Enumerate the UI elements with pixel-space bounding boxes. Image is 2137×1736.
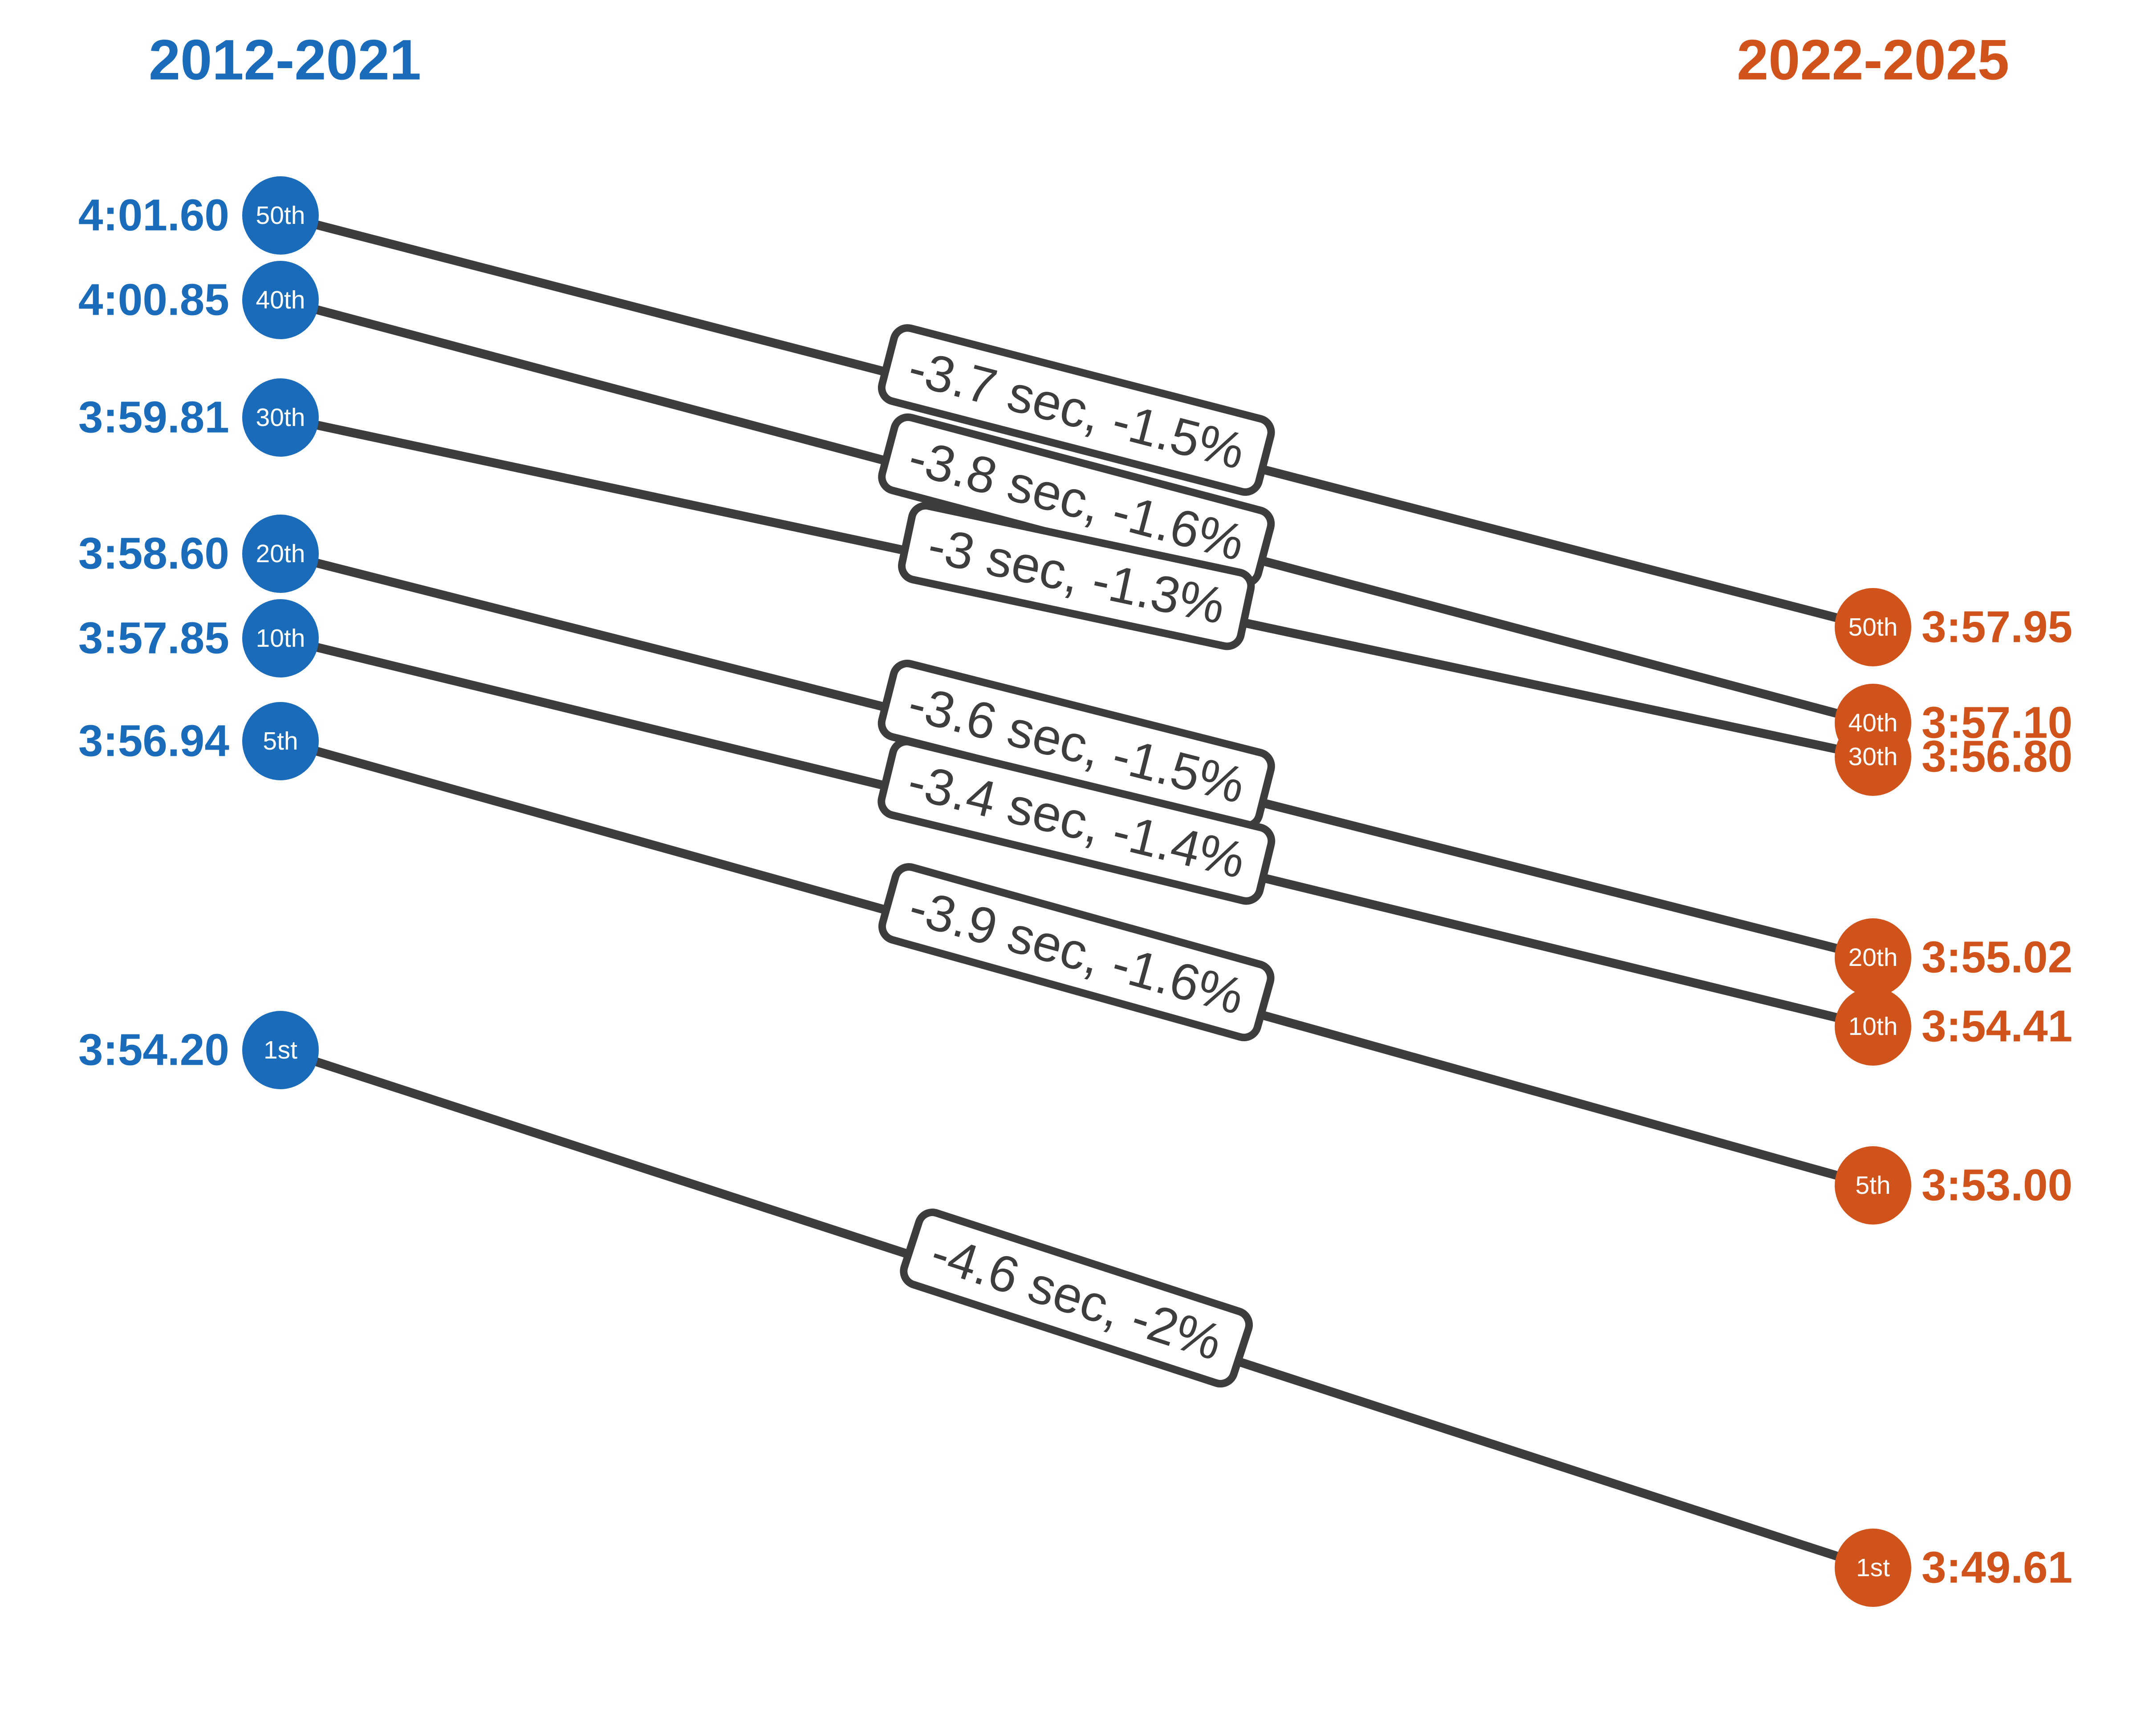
before-time-50th: 4:01.60: [78, 190, 229, 240]
after-time-1st: 3:49.61: [1922, 1542, 2073, 1593]
before-time-20th: 3:58.60: [78, 528, 229, 579]
after-node-30th: [1835, 718, 1911, 796]
before-node-10th: [242, 599, 319, 678]
after-node-percentile-30th: 30th: [1848, 742, 1898, 771]
after-node-percentile-50th: 50th: [1848, 612, 1898, 641]
after-time-10th: 3:54.41: [1922, 1001, 2073, 1051]
before-node-percentile-10th: 10th: [256, 624, 305, 653]
before-node-50th: [242, 176, 319, 255]
before-node-percentile-5th: 5th: [263, 726, 298, 755]
after-node-10th: [1835, 987, 1911, 1066]
after-time-30th: 3:56.80: [1922, 731, 2073, 782]
after-node-50th: [1835, 588, 1911, 666]
before-node-percentile-30th: 30th: [256, 403, 305, 432]
before-time-5th: 3:56.94: [78, 716, 229, 766]
before-node-30th: [242, 378, 319, 457]
before-time-1st: 3:54.20: [78, 1025, 229, 1075]
after-node-20th: [1835, 918, 1911, 997]
before-node-percentile-50th: 50th: [256, 201, 305, 230]
before-node-20th: [242, 515, 319, 593]
after-node-percentile-5th: 5th: [1855, 1171, 1891, 1200]
before-time-30th: 3:59.81: [78, 392, 229, 442]
before-node-40th: [242, 261, 319, 340]
after-node-5th: [1835, 1146, 1911, 1225]
before-node-percentile-20th: 20th: [256, 539, 305, 568]
after-time-20th: 3:55.02: [1922, 932, 2073, 982]
before-time-40th: 4:00.85: [78, 275, 229, 325]
after-node-percentile-20th: 20th: [1848, 943, 1898, 972]
after-time-40th: 3:57.10: [1922, 698, 2073, 748]
after-node-percentile-1st: 1st: [1856, 1553, 1890, 1582]
right-period-header: 2022-2025: [1736, 28, 2010, 92]
after-time-50th: 3:57.95: [1922, 602, 2073, 652]
before-node-percentile-1st: 1st: [263, 1036, 298, 1065]
left-period-header: 2012-2021: [148, 28, 422, 92]
before-node-5th: [242, 702, 319, 780]
before-node-1st: [242, 1011, 319, 1090]
after-time-5th: 3:53.00: [1922, 1160, 2073, 1210]
after-node-percentile-40th: 40th: [1848, 709, 1898, 738]
after-node-1st: [1835, 1529, 1911, 1607]
before-node-percentile-40th: 40th: [256, 286, 305, 315]
after-node-percentile-10th: 10th: [1848, 1012, 1898, 1041]
before-time-10th: 3:57.85: [78, 613, 229, 663]
